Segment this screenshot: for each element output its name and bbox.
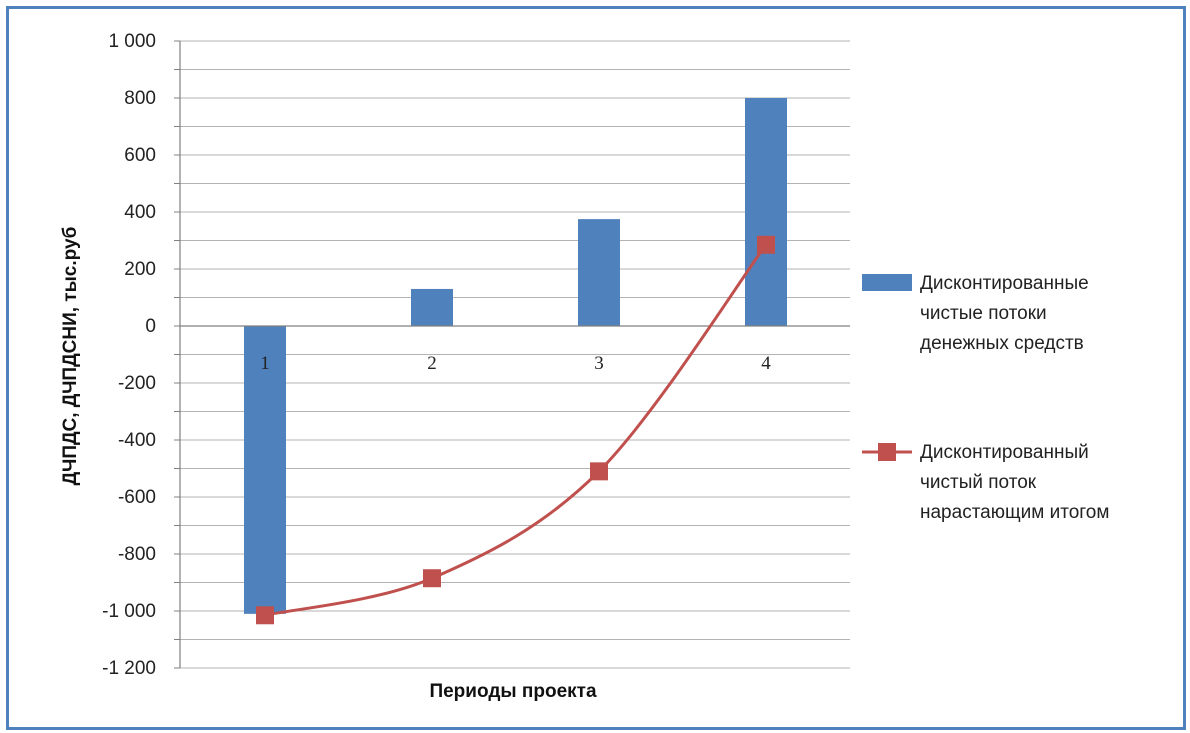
gridlines <box>180 40 850 669</box>
legend-label-bars: денежных средств <box>920 333 1084 354</box>
y-axis-title: ДЧПДС, ДЧПДСНИ, тыс.руб <box>60 227 81 486</box>
bar-series <box>244 98 787 614</box>
y-tick-label: 200 <box>124 259 156 280</box>
x-axis-title: Периоды проекта <box>429 681 596 702</box>
y-tick-label: -600 <box>118 487 156 508</box>
bar-4 <box>745 98 787 326</box>
line-series <box>256 235 775 625</box>
legend-label-bars: чистые потоки <box>920 303 1047 324</box>
y-tick-label: -1 000 <box>102 601 156 622</box>
cumulative-line <box>264 243 768 617</box>
legend-label-bars: Дисконтированные <box>920 273 1089 294</box>
legend-label-line: Дисконтированный <box>920 442 1089 463</box>
y-tick-label: 800 <box>124 88 156 109</box>
legend-label-line: нарастающим итогом <box>920 502 1109 523</box>
bar-2 <box>411 288 453 326</box>
category-label-2: 2 <box>427 353 437 374</box>
category-labels: 1 2 3 4 <box>260 353 771 374</box>
category-label-4: 4 <box>761 353 771 374</box>
y-tick-label: -800 <box>118 544 156 565</box>
line-marker-4 <box>757 235 775 254</box>
y-tick-label: -1 200 <box>102 658 156 679</box>
axes <box>174 40 850 669</box>
legend-label-line: чистый поток <box>920 472 1037 493</box>
y-tick-label: -200 <box>118 373 156 394</box>
line-marker-3 <box>590 462 608 481</box>
y-tick-label: 600 <box>124 145 156 166</box>
y-tick-label: 0 <box>145 316 156 337</box>
category-label-3: 3 <box>594 353 604 374</box>
legend: Дисконтированные чистые потоки денежных ср… <box>862 273 1109 523</box>
y-tick-label: 1 000 <box>108 31 156 52</box>
y-tick-label: 400 <box>124 202 156 223</box>
y-tick-label: -400 <box>118 430 156 451</box>
line-marker-1 <box>256 606 274 625</box>
legend-bar-swatch <box>862 274 912 291</box>
category-label-1: 1 <box>260 353 270 374</box>
bar-1 <box>244 326 286 614</box>
legend-line-marker <box>878 443 896 461</box>
y-tick-labels: -1 200 -1 000 -800 -600 -400 -200 0 200 400 600 80… <box>102 31 156 679</box>
line-marker-2 <box>423 569 441 588</box>
bar-3 <box>578 219 620 326</box>
